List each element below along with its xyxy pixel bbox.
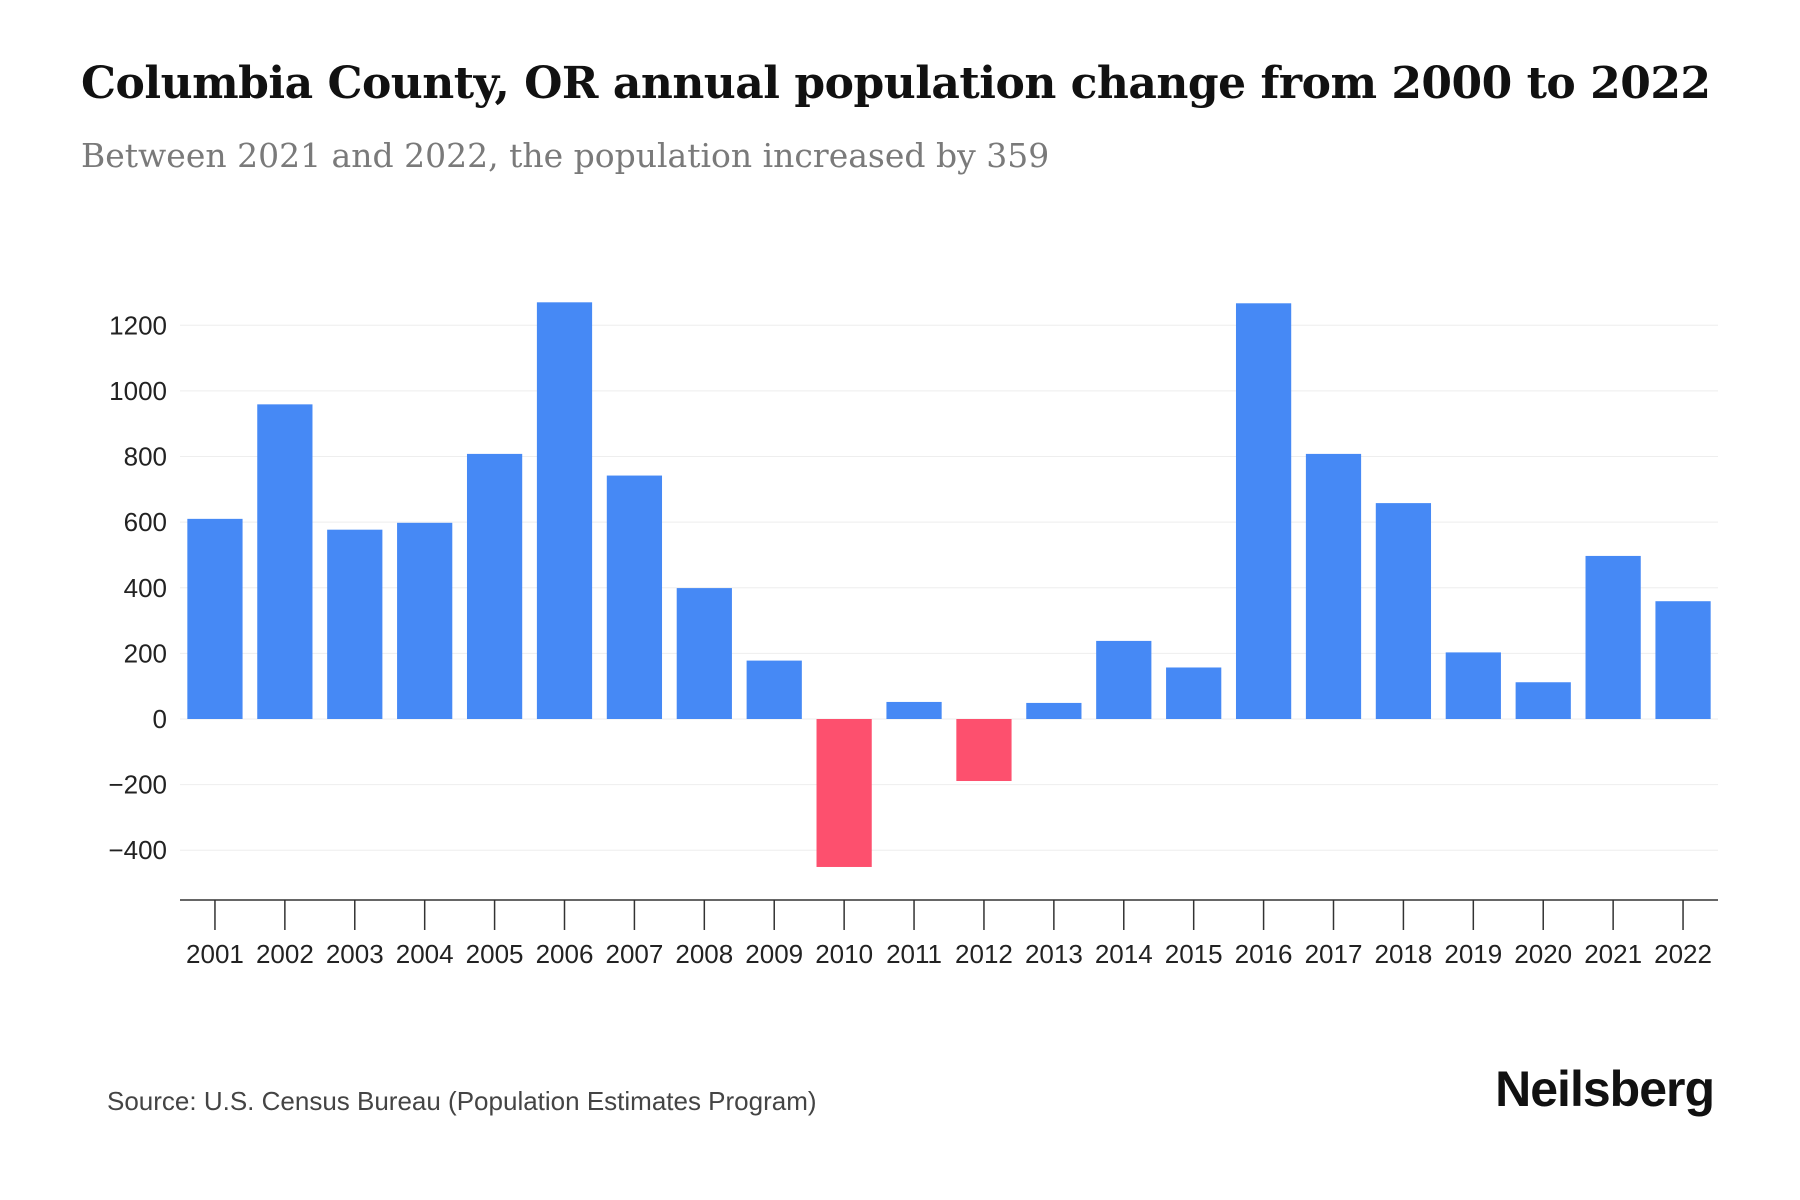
x-tick-label: 2010 bbox=[815, 939, 873, 969]
bar-2010 bbox=[816, 719, 872, 867]
x-tick-label: 2001 bbox=[186, 939, 244, 969]
x-tick-label: 2002 bbox=[256, 939, 314, 969]
x-tick-label: 2004 bbox=[396, 939, 454, 969]
x-tick-label: 2003 bbox=[326, 939, 384, 969]
x-tick-label: 2017 bbox=[1305, 939, 1363, 969]
x-tick-label: 2019 bbox=[1444, 939, 1502, 969]
x-tick-label: 2012 bbox=[955, 939, 1013, 969]
bar-2006 bbox=[536, 302, 593, 719]
x-tick-label: 2007 bbox=[605, 939, 663, 969]
x-tick-label: 2016 bbox=[1235, 939, 1293, 969]
y-tick-label: 1200 bbox=[109, 310, 167, 340]
bar-2022 bbox=[1655, 601, 1711, 719]
x-tick-label: 2005 bbox=[466, 939, 524, 969]
y-tick-label: 200 bbox=[124, 638, 167, 668]
bar-2013 bbox=[1026, 702, 1082, 719]
y-tick-label: −400 bbox=[108, 835, 167, 865]
x-tick-label: 2015 bbox=[1165, 939, 1223, 969]
x-tick-label: 2018 bbox=[1374, 939, 1432, 969]
bar-2004 bbox=[397, 522, 453, 719]
y-tick-label: 0 bbox=[153, 704, 167, 734]
x-tick-label: 2020 bbox=[1514, 939, 1572, 969]
bar-2020 bbox=[1515, 682, 1571, 719]
x-tick-label: 2006 bbox=[536, 939, 594, 969]
chart-subtitle: Between 2021 and 2022, the population in… bbox=[81, 136, 1050, 175]
x-tick-label: 2011 bbox=[886, 939, 942, 969]
x-tick-label: 2013 bbox=[1025, 939, 1083, 969]
x-tick-label: 2008 bbox=[675, 939, 733, 969]
bar-2007 bbox=[606, 475, 663, 719]
neilsberg-logo: Neilsberg bbox=[1495, 1061, 1715, 1117]
bar-2017 bbox=[1305, 453, 1362, 719]
bar-2011 bbox=[886, 701, 942, 719]
bar-2021 bbox=[1585, 555, 1641, 719]
bar-2019 bbox=[1445, 652, 1501, 719]
bar-2002 bbox=[257, 404, 313, 719]
bar-2009 bbox=[746, 660, 802, 719]
bar-2005 bbox=[466, 453, 523, 719]
y-tick-label: −200 bbox=[108, 770, 167, 800]
y-tick-label: 400 bbox=[124, 573, 167, 603]
bar-2008 bbox=[676, 588, 732, 719]
bar-2015 bbox=[1166, 667, 1222, 719]
x-tick-label: 2009 bbox=[745, 939, 803, 969]
source-note: Source: U.S. Census Bureau (Population E… bbox=[107, 1086, 817, 1116]
bar-2012 bbox=[956, 719, 1012, 782]
y-tick-label: 1000 bbox=[109, 376, 167, 406]
x-tick-label: 2022 bbox=[1654, 939, 1712, 969]
bar-2001 bbox=[187, 518, 243, 719]
bar-2018 bbox=[1375, 503, 1432, 719]
y-tick-label: 600 bbox=[124, 507, 167, 537]
x-tick-label: 2014 bbox=[1095, 939, 1153, 969]
x-tick-label: 2021 bbox=[1584, 939, 1642, 969]
y-tick-label: 800 bbox=[124, 442, 167, 472]
bar-2003 bbox=[327, 529, 383, 719]
bar-2016 bbox=[1235, 303, 1292, 719]
bar-2014 bbox=[1096, 640, 1152, 719]
chart-title: Columbia County, OR annual population ch… bbox=[81, 58, 1711, 109]
